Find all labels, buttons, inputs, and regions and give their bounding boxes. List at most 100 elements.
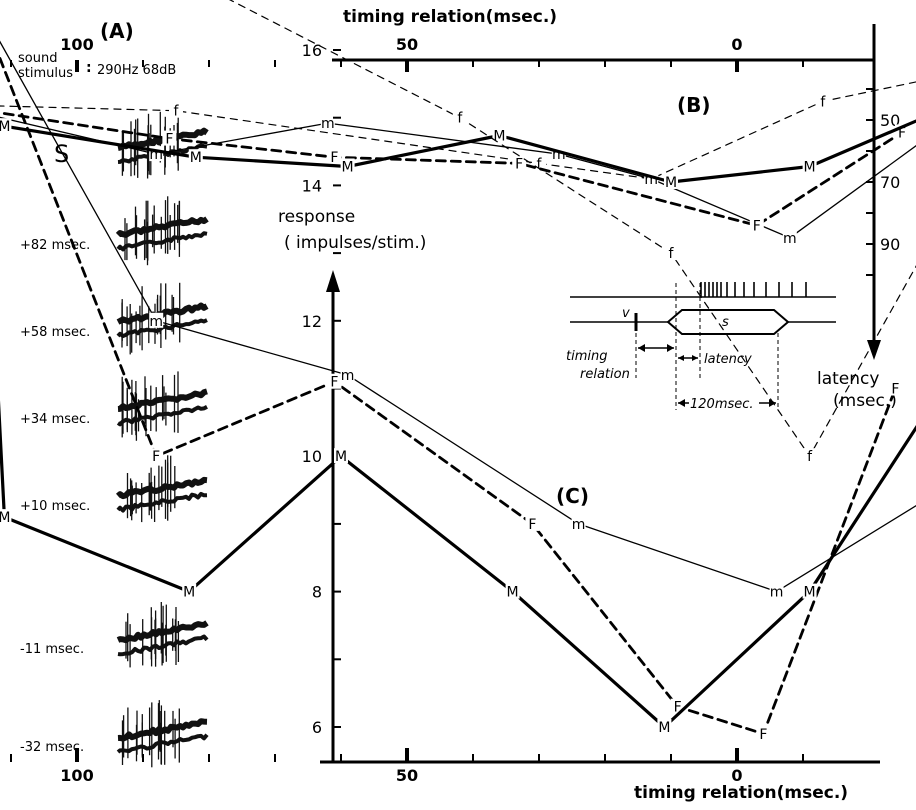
panel-c-marker-bg (327, 373, 342, 389)
panel-b-point-f: f (537, 156, 543, 172)
panel-b-point-M: M (665, 175, 677, 191)
panel-b-marker-bg (749, 217, 764, 233)
sound-stimulus-label: s (722, 315, 729, 330)
panel-c-point-M: M (183, 585, 195, 601)
panel-c-series-M-line (0, 400, 916, 729)
panel-c-marker-bg (657, 719, 672, 734)
panel-b-marker-bg (162, 130, 177, 146)
panel-b-point-M: M (190, 150, 202, 166)
panel-b-marker-bg (782, 229, 797, 245)
top-axis-tick-label: 50 (396, 35, 418, 54)
trace-label-plus34: +34 msec. (20, 412, 90, 427)
panel-b-series-F-line (0, 111, 904, 227)
panel-c-point-f: f (669, 246, 675, 262)
trace-label-plus58: +58 msec. (20, 325, 90, 340)
panel-c-marker-bg (769, 583, 784, 599)
y-axis-tick-label: 12 (302, 312, 322, 331)
panel-b-point-m: m (321, 116, 335, 132)
spike-trace (116, 700, 209, 768)
panel-b: timing relation(msec.) (B) latency (msec… (0, 7, 916, 411)
panel-c-marker-bg (340, 366, 355, 382)
spike-trace (115, 196, 209, 266)
spike-trace (116, 371, 208, 441)
panel-c-title: (C) (556, 484, 589, 508)
y-axis-tick-label: 16 (302, 41, 322, 60)
stimulus-colon: : (86, 60, 92, 76)
panel-c-point-M: M (335, 449, 347, 465)
panel-c-point-F: F (891, 382, 899, 398)
panel-b-point-F: F (330, 150, 338, 166)
panel-b-point-f: f (174, 104, 180, 120)
panel-c-marker-bg (505, 583, 520, 599)
panel-b-point-M: M (0, 119, 10, 135)
timing-relation-label-2: relation (580, 367, 630, 382)
panel-b-marker-bg (169, 102, 183, 118)
panel-c-point-f: f (457, 111, 463, 127)
panel-c-point-m: m (149, 314, 163, 330)
top-axis-label: timing relation(msec.) (343, 7, 557, 27)
panel-b-point-M: M (804, 160, 816, 176)
panel-c-point-m: m (341, 368, 355, 384)
panel-c-marker-bg (334, 448, 348, 464)
latency-arrowhead-left (678, 355, 684, 361)
trace-label-s: S (54, 140, 69, 168)
top-axis-tick-label: 0 (731, 35, 742, 54)
stimulus-label-line2: stimulus (18, 66, 73, 81)
panel-c-marker-bg (149, 312, 164, 328)
sound-stimulus-envelope (666, 309, 790, 335)
panel-b-point-F: F (898, 125, 906, 141)
panel-c-point-F: F (528, 517, 536, 533)
panel-b-series-f-line (0, 81, 916, 180)
panel-c-marker-bg (756, 725, 771, 741)
right-axis-label-2: (msec.) (833, 391, 897, 411)
y-axis-tick-label: 6 (312, 718, 322, 737)
latency-arrowhead-right (692, 355, 698, 361)
y-axis-tick-label: 14 (302, 176, 322, 195)
panel-b-marker-bg (320, 115, 335, 131)
panel-b-marker-bg (492, 127, 507, 143)
panel-b-marker-bg (815, 93, 830, 109)
panel-b-marker-bg (0, 118, 12, 134)
trace-label-plus10: +10 msec. (20, 499, 90, 514)
trace-band-upper (115, 216, 209, 238)
timing-arrowhead-left (638, 344, 645, 352)
trace-label-minus32: -32 msec. (20, 740, 84, 755)
panel-a-title: (A) (100, 19, 134, 43)
trace-label-plus82: +82 msec. (20, 238, 90, 253)
panel-b-point-m: m (783, 231, 797, 247)
panel-c-point-m: m (572, 517, 586, 533)
panel-b-marker-bg (340, 158, 355, 174)
panel-c-point-F: F (674, 700, 682, 716)
panel-b-marker-bg (664, 174, 678, 189)
panel-c-point-F: F (152, 449, 160, 465)
y-axis-tick-label: 8 (312, 583, 322, 602)
duration-label-bg (689, 394, 759, 410)
panel-c-point-F: F (330, 375, 338, 391)
panel-b-marker-bg (802, 158, 817, 174)
visual-stimulus-label: v (622, 306, 630, 321)
panel-c-series-F-line (0, 54, 897, 736)
panel-b-point-F: F (753, 218, 761, 234)
panel-c-marker-bg (802, 583, 817, 599)
panel-c-point-M: M (804, 585, 816, 601)
panel-c-marker-bg (802, 448, 817, 464)
panel-c-series-f-line (228, 0, 916, 457)
panel-c-marker-bg (0, 509, 12, 525)
y-axis-arrowhead (326, 270, 340, 292)
panel-a: (A) sound stimulus : 290Hz 68dB S +82 ms… (18, 19, 209, 768)
right-axis-tick-label: 70 (880, 173, 900, 192)
spike-trace (115, 455, 208, 523)
panel-b-marker-bg (327, 149, 342, 165)
panel-c-point-M: M (658, 720, 670, 736)
right-axis-tick-label: 90 (880, 235, 900, 254)
panel-c-point-f: f (807, 449, 813, 465)
panel-b-point-M: M (342, 160, 354, 176)
x-axis-tick-label: 0 (731, 766, 742, 785)
panel-b-title: (B) (677, 93, 711, 117)
trace-label-minus11: -11 msec. (20, 642, 84, 657)
right-axis-label-1: latency (817, 369, 879, 389)
panel-c-marker-bg (888, 380, 903, 396)
timing-relation-label-1: timing (566, 349, 607, 364)
